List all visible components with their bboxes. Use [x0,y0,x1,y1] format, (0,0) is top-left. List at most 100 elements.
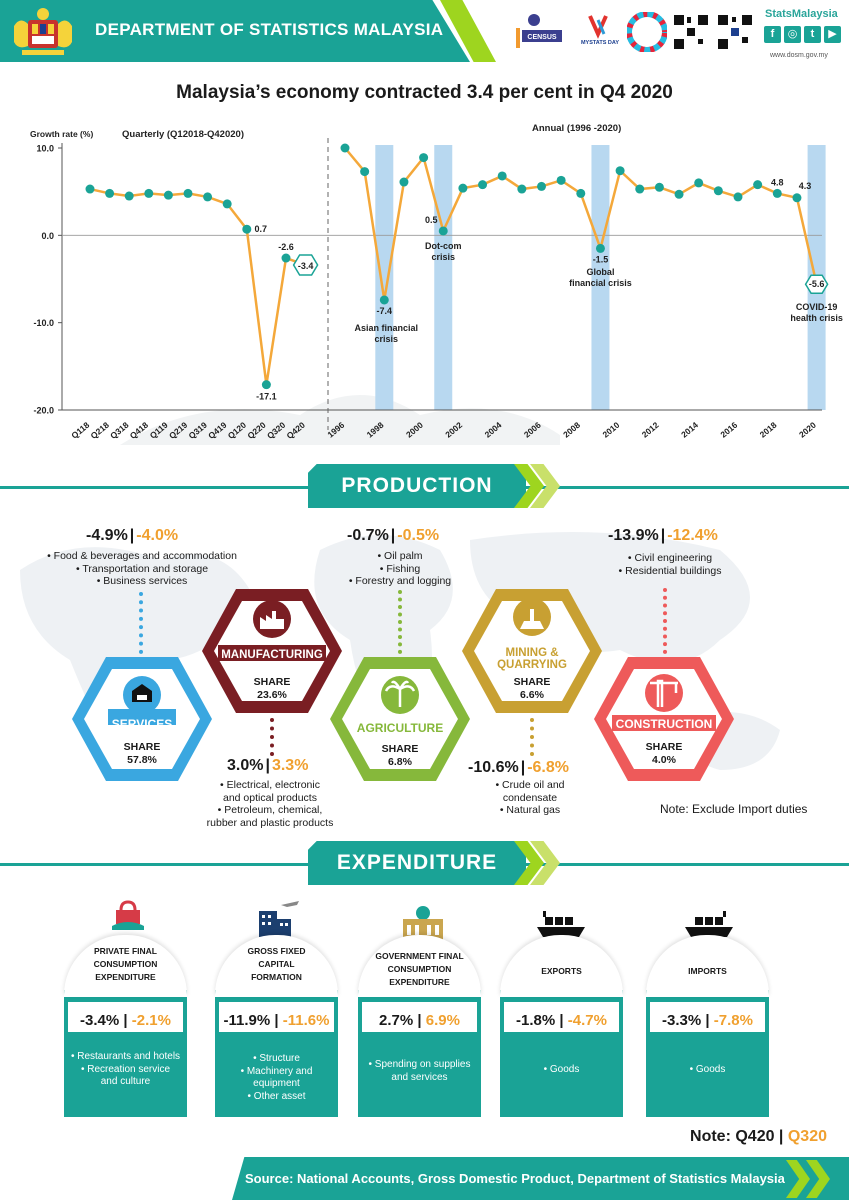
exp-title-line: CONSUMPTION [93,959,158,969]
qr-code-2[interactable] [716,12,754,52]
mining-q4: -10.6% [468,759,519,776]
list-item: • Business services [96,575,188,587]
separator: | [705,1012,710,1029]
y-tick-label: 0.0 [41,231,54,241]
share-value: 6.6% [520,689,544,701]
quarterly-point [163,190,173,200]
list-item: and services [391,1071,448,1083]
annual-point-highlight [804,274,829,294]
annual-point [772,188,782,198]
x-tick-label: 2020 [797,420,818,440]
q4-value: -1.8% [516,1012,556,1029]
crisis-label: Asian financial [355,323,419,333]
q3-value: -7.8% [713,1012,753,1029]
manufacturing-share: SHARE 23.6% [200,676,344,702]
exp-title-exports: EXPORTS [500,965,623,978]
youtube-icon[interactable]: ▶ [824,26,841,43]
annual-point [792,193,802,203]
share-value: 57.8% [127,754,157,766]
y-tick-label: 10.0 [36,144,54,154]
facebook-icon[interactable]: f [764,26,781,43]
separator: | [274,1012,279,1029]
data-label: 0.7 [255,224,268,234]
x-tick-label: 2014 [679,420,700,440]
annual-point [674,189,684,199]
list-item: • Transportation and storage [75,562,209,575]
mining-connector [530,718,538,756]
q4-value: -3.3% [662,1012,702,1029]
quarterly-series-line [89,187,307,385]
list-item: • Natural gas [499,804,561,816]
manufacturing-q3: 3.3% [271,757,309,774]
q4-value: -3.4% [80,1012,120,1029]
list-item: • Oil palm [377,550,423,562]
x-tick-label: 2018 [758,420,779,440]
construction-growth: -13.9% | -12.4% [608,527,718,545]
list-item: • Crude oil and [495,779,565,791]
exp-title-private-consumption: PRIVATE FINAL CONSUMPTION EXPENDITURE [64,945,187,984]
construction-hexagon [594,657,734,781]
quarterly-point [85,184,95,194]
list-item: • Spending on supplies [368,1059,471,1070]
share-value: 6.8% [388,756,412,768]
list-item: • Residential buildings [618,564,722,577]
quarterly-title: Quarterly (Q12018-Q42020) [122,129,244,140]
census-logo-text: CENSUS [527,34,557,41]
note-q4: Q420 [735,1128,775,1145]
exp-growth-exports: -1.8% | -4.7% [500,1012,623,1029]
twitter-icon[interactable]: t [804,26,821,43]
share-label: SHARE [381,743,419,755]
annual-point [360,167,370,177]
share-label: SHARE [253,676,291,688]
list-item: • Petroleum, chemical, [217,804,323,816]
crisis-band [375,145,394,410]
separator: | [129,527,135,544]
main-title: Malaysia’s economy contracted 3.4 per ce… [176,82,673,103]
separator: | [417,1012,422,1029]
crisis-label: crisis [431,252,455,262]
separator: | [559,1012,564,1029]
cargo-ship-icon [685,911,733,937]
mining-components: • Crude oil and condensate • Natural gas [470,779,590,817]
quarterly-point [105,188,115,198]
share-label: SHARE [645,741,683,753]
exp-growth-imports: -3.3% | -7.8% [646,1012,769,1029]
list-item: • Structure [253,1053,300,1064]
mining-label-text: MINING & QUARRYING [497,647,567,671]
quarterly-point [124,191,134,201]
quarterly-point [183,188,193,198]
crisis-label: financial crisis [569,278,632,288]
qr-code-1[interactable] [672,12,710,52]
instagram-icon[interactable]: ◎ [784,26,801,43]
q4-value: 2.7% [379,1012,414,1029]
services-hexagon [72,657,212,781]
manufacturing-growth: 3.0% | 3.3% [227,757,308,775]
y-tick-label: -10.0 [33,318,54,328]
list-item: rubber and plastic products [206,816,334,829]
annual-point [340,143,350,153]
services-growth: -4.9% | -4.0% [86,527,178,545]
note-separator: | [774,1128,788,1145]
quarter-legend-note: Note: Q420 | Q320 [690,1128,827,1146]
annual-point [517,184,527,194]
separator: | [265,757,270,774]
exp-title-government-consumption: GOVERNMENT FINAL CONSUMPTION EXPENDITURE [358,950,481,989]
census-logo: CENSUS [516,14,562,48]
x-tick-label: 2012 [640,420,661,440]
agriculture-q4: -0.7% [347,527,389,544]
data-label: -5.6 [809,279,825,289]
services-label: SERVICES [111,717,173,731]
mining-label: MINING & QUARRYING [460,647,604,671]
services-q4: -4.9% [86,527,128,544]
annual-point [379,295,389,305]
manufacturing-label: MANUFACTURING [221,649,323,661]
exp-card-government-consumption [358,990,481,1117]
quarterly-point [242,224,252,234]
cargo-ship-icon [537,911,585,937]
x-tick-label: 2016 [718,420,739,440]
exp-title-line: FORMATION [251,972,302,982]
exp-title-line: EXPORTS [541,966,582,976]
construction-connector [663,588,671,654]
website-url[interactable]: www.dosm.gov.my [770,52,828,59]
exp-card-gfcf [215,990,338,1117]
